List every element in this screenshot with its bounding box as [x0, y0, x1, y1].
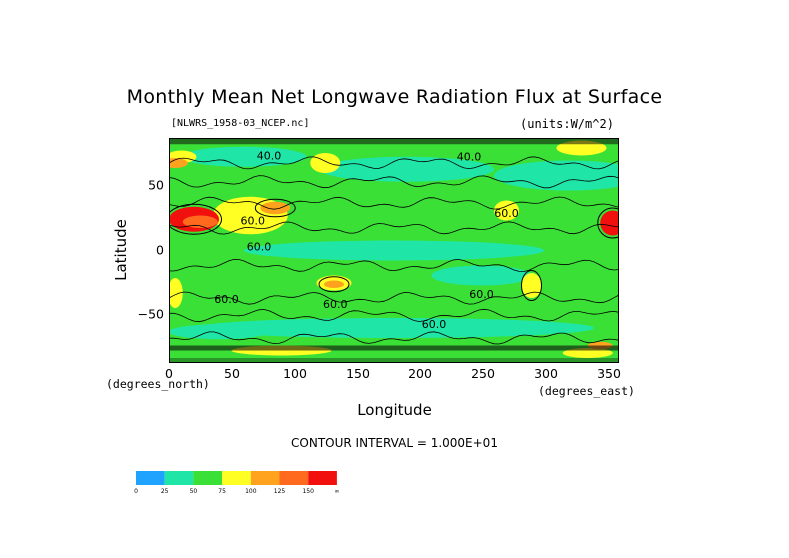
colorbar-swatch: [250, 471, 280, 485]
colorbar-swatch: [308, 471, 337, 485]
colorbar-level-label: 25: [160, 488, 169, 495]
field-patch: [600, 210, 619, 236]
contour-line: [169, 308, 619, 323]
field-patch: [324, 280, 344, 288]
contour-dense-band: [169, 345, 619, 351]
field-patch: [194, 318, 594, 338]
field-patch: [260, 201, 291, 215]
x-tick-label: 200: [408, 366, 432, 381]
y-tick-label: −50: [137, 306, 164, 322]
y-tick-label: 0: [156, 242, 164, 258]
field-patch: [169, 324, 269, 340]
contour-label: 40.0: [257, 149, 282, 162]
field-patch: [319, 156, 494, 182]
colorbar: [136, 471, 337, 485]
contour-line: [169, 258, 619, 272]
contour-dense-band: [169, 138, 619, 145]
x-tick-label: 150: [346, 366, 370, 381]
colorbar-swatch: [222, 471, 251, 485]
contour-label: 60.0: [214, 293, 239, 306]
file-label: [NLWRS_1958-03_NCEP.nc]: [171, 118, 310, 129]
contour-label: 60.0: [422, 318, 447, 331]
colorbar-level-label: 100: [245, 488, 257, 495]
contour-dense-band: [169, 358, 619, 363]
contour-line: [169, 175, 619, 189]
chart-title: Monthly Mean Net Longwave Radiation Flux…: [126, 86, 663, 108]
colorbar-swatch: [279, 471, 309, 485]
colorbar-swatch: [136, 471, 165, 485]
contour-map: 40.0 40.0 60.0 60.0 60.0 60.0 60.0 60.0 60.0: [169, 138, 619, 363]
field-patch: [310, 153, 341, 173]
units-label: (units:W/m^2): [520, 117, 614, 131]
field-patch: [181, 146, 307, 167]
colorbar-level-label: 0: [134, 488, 138, 495]
contour-line: [169, 196, 619, 210]
contour-line: [521, 270, 542, 301]
contour-label: 60.0: [323, 298, 348, 311]
field-patch: [182, 215, 218, 228]
contour-line: [254, 198, 296, 218]
contour-interval-note: CONTOUR INTERVAL = 1.000E+01: [291, 436, 498, 450]
colorbar-level-label: 50: [189, 488, 198, 495]
colorbar-level-label: ∞: [334, 488, 340, 495]
colorbar-level-label: 75: [218, 488, 226, 495]
x-tick-label: 350: [597, 366, 621, 381]
x-tick-label: 100: [283, 366, 307, 381]
contour-line: [169, 331, 619, 345]
map-frame: [169, 138, 619, 363]
contour-label: 40.0: [457, 151, 482, 164]
colorbar-level-label: 125: [273, 488, 286, 495]
contour-line: [169, 203, 222, 235]
x-tick-label: 50: [224, 366, 240, 381]
field-patch: [431, 265, 532, 286]
contour-line: [318, 276, 350, 293]
field-patch: [521, 273, 542, 298]
contour-label: 60.0: [469, 288, 494, 301]
colorbar-swatch: [193, 471, 223, 485]
contour-label: 60.0: [494, 207, 519, 220]
colorbar-level-label: 150: [302, 488, 314, 495]
contour-line: [597, 207, 619, 239]
contour-line: [169, 291, 619, 305]
y-tick-label: 50: [148, 177, 164, 193]
field-patch: [494, 200, 519, 221]
contour-label: 60.0: [247, 241, 272, 254]
x-tick-label: 0: [165, 366, 173, 381]
contour-line: [169, 221, 619, 235]
contour-line: [169, 156, 619, 170]
x-tick-label: 250: [471, 366, 495, 381]
x-unit-right: (degrees_east): [538, 384, 635, 398]
field-patch: [494, 160, 619, 191]
field-patch: [244, 240, 544, 261]
contour-label: 60.0: [241, 214, 266, 227]
x-tick-label: 300: [534, 366, 558, 381]
x-unit-left: (degrees_north): [106, 377, 210, 391]
colorbar-swatch: [164, 471, 194, 485]
field-patch: [169, 278, 183, 308]
x-axis-label: Longitude: [357, 401, 432, 419]
